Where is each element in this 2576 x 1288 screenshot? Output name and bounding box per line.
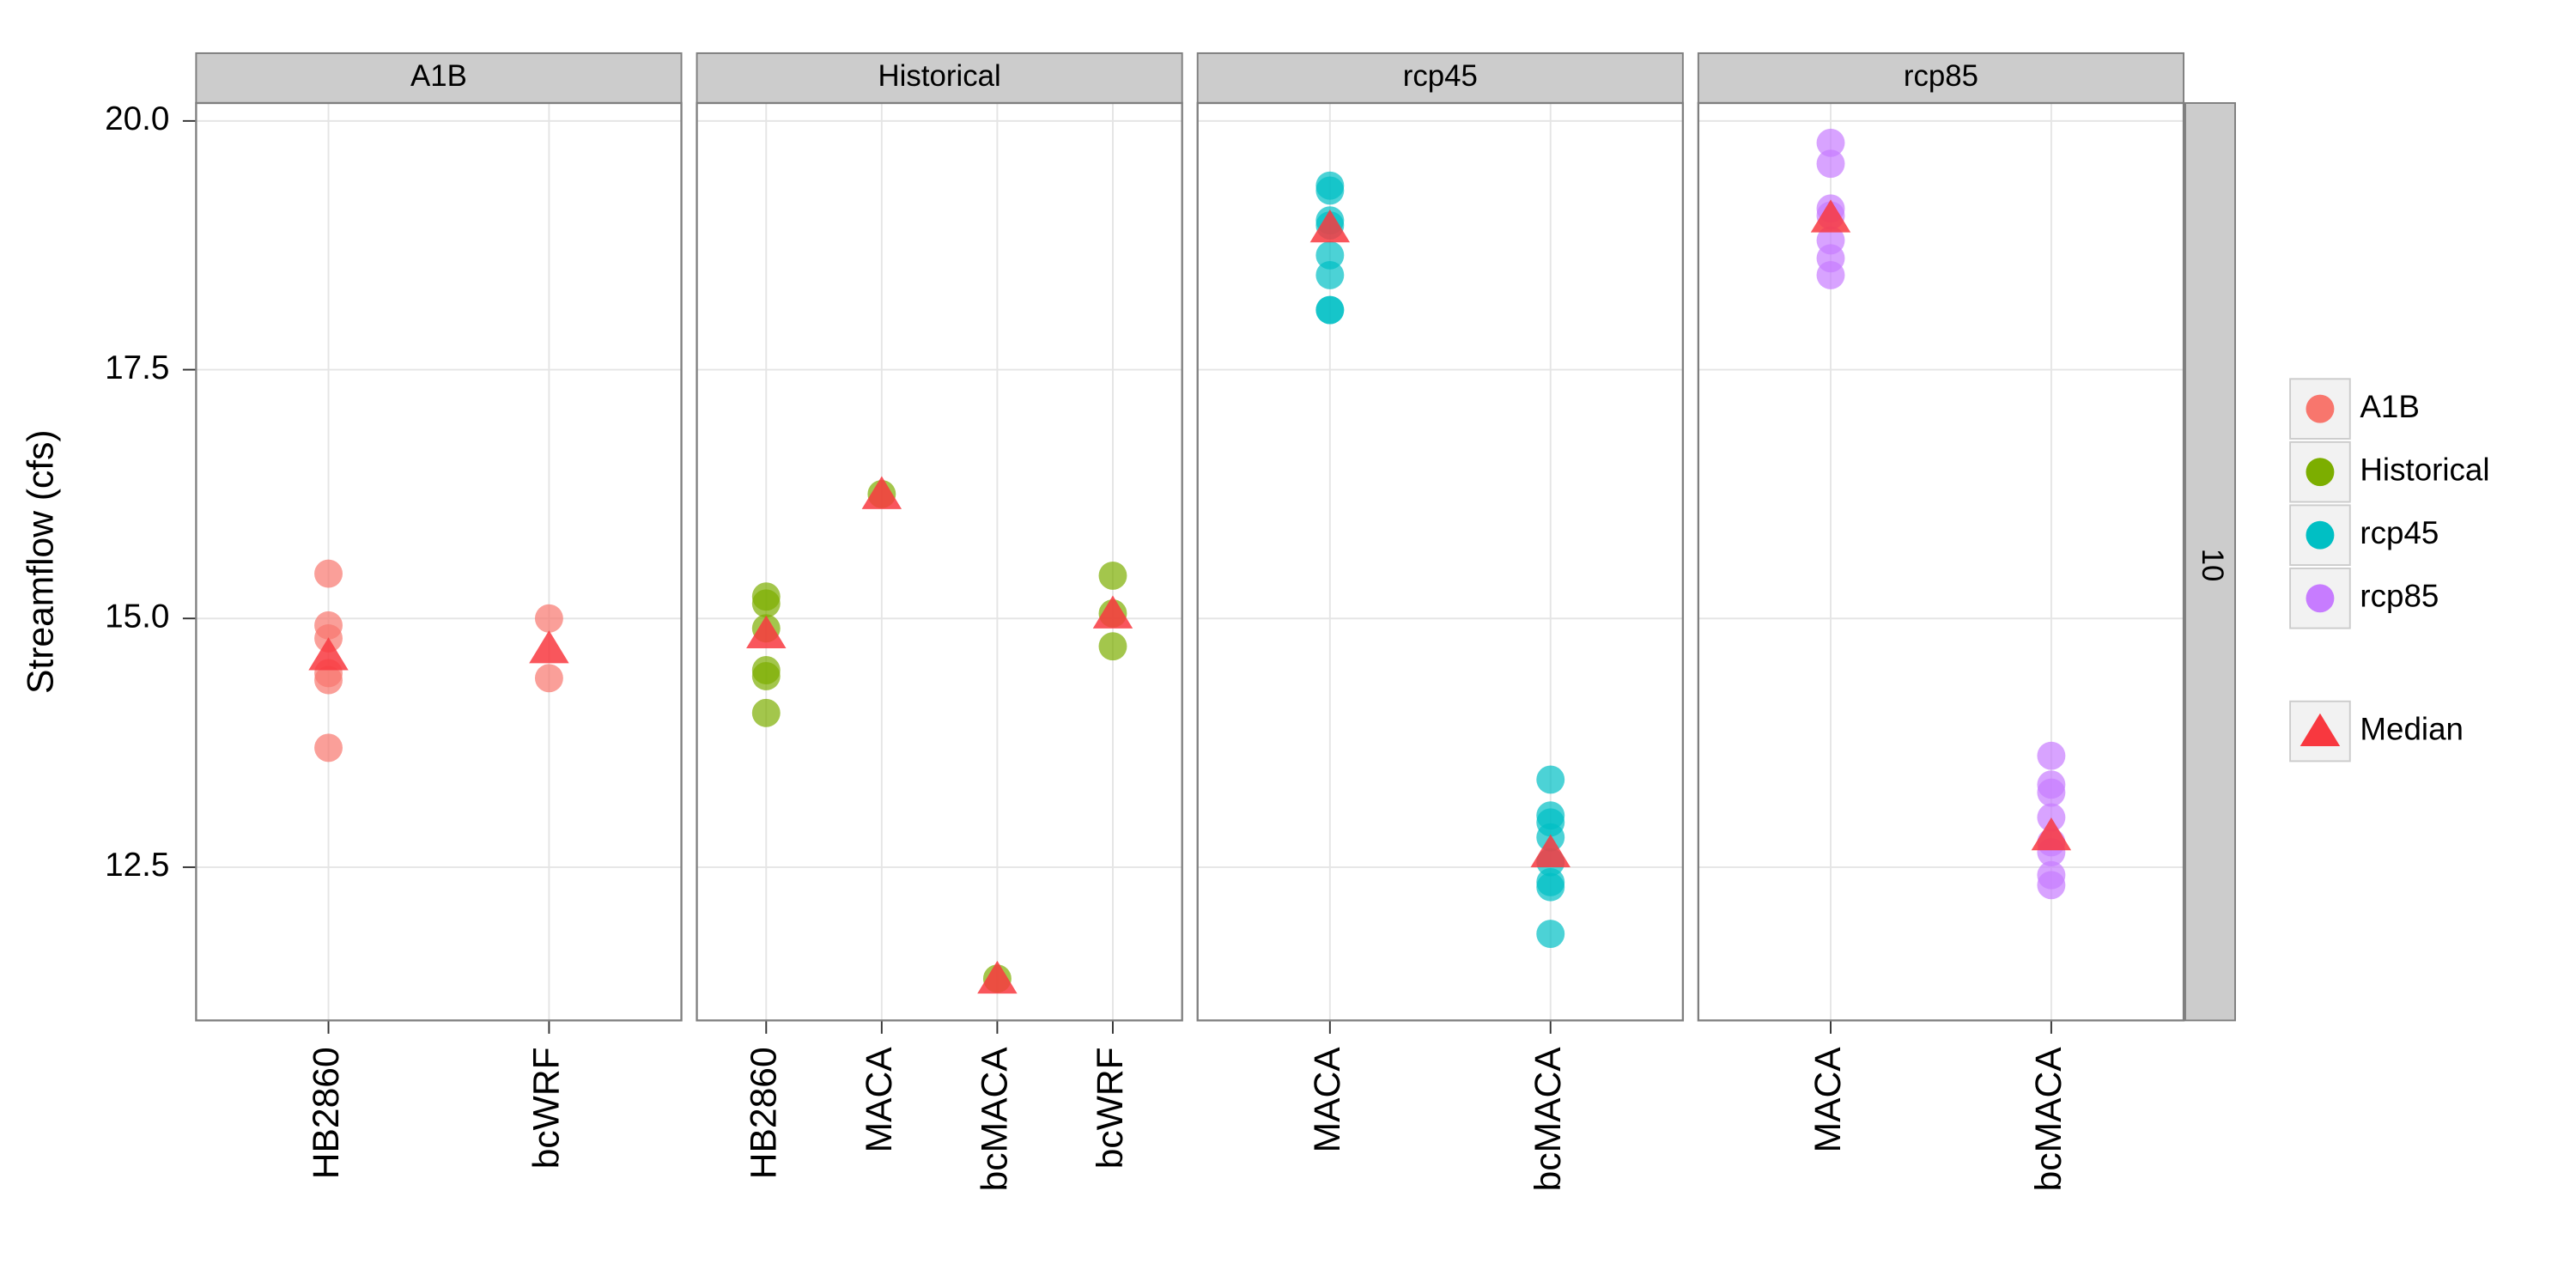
strip-label: rcp85 xyxy=(1904,59,1978,93)
median-marker xyxy=(861,476,902,509)
y-tick-label: 17.5 xyxy=(105,349,169,386)
point xyxy=(751,698,781,727)
median-marker xyxy=(529,630,569,664)
x-tick-label: MACA xyxy=(859,1047,900,1153)
x-tick-label: bcWRF xyxy=(1090,1047,1131,1169)
panel xyxy=(1197,103,1683,1021)
point xyxy=(314,733,343,762)
point xyxy=(1098,561,1127,590)
median-marker xyxy=(308,637,349,671)
panel xyxy=(696,103,1182,1021)
panel xyxy=(196,103,682,1021)
point xyxy=(1536,872,1565,902)
strip-label: rcp45 xyxy=(1403,59,1478,93)
legend-key xyxy=(2289,567,2351,629)
panel-border xyxy=(1697,101,2185,1022)
panel-border xyxy=(696,101,1183,1022)
median-marker xyxy=(977,960,1018,994)
row-strip xyxy=(2184,102,2237,1022)
point xyxy=(751,589,781,618)
legend-label: A1B xyxy=(2360,389,2419,424)
point xyxy=(1315,176,1345,205)
legend-label: rcp85 xyxy=(2360,578,2439,613)
legend-label: Median xyxy=(2360,711,2464,746)
point xyxy=(314,665,343,695)
strip xyxy=(1196,52,1684,104)
median-marker xyxy=(2031,817,2072,851)
strip-label: Historical xyxy=(878,59,1001,93)
point xyxy=(1536,765,1565,794)
x-tick-label: bcMACA xyxy=(2028,1047,2069,1192)
median-marker xyxy=(1092,595,1133,629)
median-marker xyxy=(1530,834,1571,867)
row-strip-label: 10 xyxy=(2196,549,2229,582)
x-tick-label: HB2860 xyxy=(306,1047,347,1179)
point xyxy=(1816,128,1845,157)
y-tick-label: 15.0 xyxy=(105,598,169,635)
legend-symbol xyxy=(2306,458,2335,487)
panel xyxy=(1698,103,2184,1021)
panel-border xyxy=(1196,101,1685,1022)
x-tick-label: bcWRF xyxy=(526,1047,568,1169)
point xyxy=(1816,149,1845,179)
point xyxy=(1536,920,1565,949)
y-tick-label: 20.0 xyxy=(105,100,169,137)
point xyxy=(2037,778,2066,807)
strip xyxy=(1697,52,2185,104)
point xyxy=(1315,261,1345,289)
x-tick-label: HB2860 xyxy=(744,1047,785,1179)
x-tick-label: MACA xyxy=(1307,1047,1348,1153)
median-marker xyxy=(1309,209,1351,243)
x-tick-label: MACA xyxy=(1807,1047,1849,1153)
x-tick-label: bcMACA xyxy=(975,1047,1016,1192)
legend-symbol xyxy=(2306,584,2335,613)
strip xyxy=(195,52,683,104)
legend-symbol xyxy=(2300,713,2341,747)
point xyxy=(751,662,781,690)
point xyxy=(314,559,343,588)
x-tick-label: bcMACA xyxy=(1528,1047,1569,1192)
y-axis-title: Streamflow (cfs) xyxy=(21,429,62,694)
point xyxy=(1315,240,1345,270)
legend-symbol xyxy=(2306,394,2335,423)
legend-symbol xyxy=(2306,520,2335,550)
legend-label: rcp45 xyxy=(2360,515,2439,550)
point xyxy=(1816,261,1845,289)
median-marker xyxy=(1810,199,1851,233)
point xyxy=(1098,632,1127,661)
point xyxy=(2037,871,2066,900)
median-marker xyxy=(746,615,787,649)
strip xyxy=(696,52,1183,104)
strip-label: A1B xyxy=(410,59,467,93)
point xyxy=(534,604,563,633)
point xyxy=(2037,741,2066,770)
point xyxy=(534,664,563,693)
legend-label: Historical xyxy=(2360,452,2489,487)
panel-border xyxy=(195,101,683,1022)
point xyxy=(1315,295,1345,325)
y-tick-label: 12.5 xyxy=(105,847,169,884)
